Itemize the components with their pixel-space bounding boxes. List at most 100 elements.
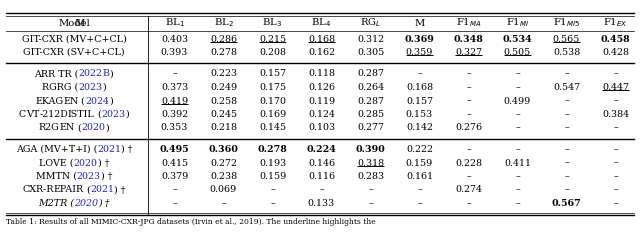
Text: F1$_{MA}$: F1$_{MA}$: [456, 17, 481, 30]
Text: ) †: ) †: [97, 159, 109, 168]
Text: 0.169: 0.169: [259, 110, 286, 119]
Text: 0.327: 0.327: [455, 48, 482, 57]
Text: –: –: [613, 172, 618, 181]
Text: 0.567: 0.567: [552, 199, 581, 208]
Text: 0.278: 0.278: [257, 145, 287, 154]
Text: ): ): [110, 69, 113, 79]
Text: –: –: [172, 69, 177, 79]
Text: –: –: [417, 199, 422, 208]
Text: 0.238: 0.238: [210, 172, 237, 181]
Text: CXR-R: CXR-R: [22, 185, 54, 194]
Text: 0.264: 0.264: [357, 83, 384, 92]
Text: 0.208: 0.208: [259, 48, 286, 57]
Text: GIT-CXR (SV+C+CL): GIT-CXR (SV+C+CL): [23, 48, 125, 57]
Text: –: –: [564, 172, 569, 181]
Text: –: –: [515, 199, 520, 208]
Text: 2023: 2023: [101, 110, 125, 119]
Text: 0.373: 0.373: [161, 83, 188, 92]
Text: 0.124: 0.124: [308, 110, 335, 119]
Text: –: –: [515, 172, 520, 181]
Text: –: –: [564, 124, 569, 133]
Text: –: –: [172, 199, 177, 208]
Text: 2023: 2023: [78, 83, 102, 92]
Text: 0.159: 0.159: [259, 172, 286, 181]
Text: BL$_{1}$: BL$_{1}$: [164, 17, 184, 30]
Text: ) †: ) †: [115, 185, 126, 194]
Text: –: –: [564, 110, 569, 119]
Text: ): ): [106, 124, 109, 133]
Text: 0.126: 0.126: [308, 83, 335, 92]
Text: BL$_{3}$: BL$_{3}$: [262, 17, 282, 30]
Text: –: –: [613, 199, 618, 208]
Text: ): ): [102, 83, 106, 92]
Text: –: –: [466, 110, 471, 119]
Text: 0.419: 0.419: [161, 96, 188, 105]
Text: 0.157: 0.157: [259, 69, 286, 79]
Text: 0.287: 0.287: [357, 69, 384, 79]
Text: –: –: [368, 199, 373, 208]
Text: ) †: ) †: [101, 172, 112, 181]
Text: 0.193: 0.193: [259, 159, 286, 168]
Text: F1$_{MI}$: F1$_{MI}$: [506, 17, 529, 30]
Text: –: –: [613, 185, 618, 194]
Text: –: –: [466, 172, 471, 181]
Text: 0.272: 0.272: [210, 159, 237, 168]
Text: 0.415: 0.415: [161, 159, 188, 168]
Text: 0.161: 0.161: [406, 172, 433, 181]
Text: –: –: [417, 69, 422, 79]
Text: 0.215: 0.215: [259, 35, 286, 44]
Text: 0.458: 0.458: [600, 35, 630, 44]
Text: M: M: [74, 19, 84, 28]
Text: 0.369: 0.369: [404, 35, 435, 44]
Text: –: –: [613, 69, 618, 79]
Text: LOVE (: LOVE (: [39, 159, 74, 168]
Text: 0.353: 0.353: [161, 124, 188, 133]
Text: 0.447: 0.447: [602, 83, 629, 92]
Text: 0.168: 0.168: [308, 35, 335, 44]
Text: Model: Model: [58, 19, 90, 28]
Text: (: (: [79, 96, 85, 105]
Text: 0.393: 0.393: [161, 48, 188, 57]
Text: 0.274: 0.274: [455, 185, 482, 194]
Text: RG$_{L}$: RG$_{L}$: [360, 17, 381, 30]
Text: 0.145: 0.145: [259, 124, 286, 133]
Text: 0.228: 0.228: [455, 159, 482, 168]
Text: 0.283: 0.283: [357, 172, 384, 181]
Text: 0.175: 0.175: [259, 83, 286, 92]
Text: –: –: [613, 96, 618, 105]
Text: ARR TR (: ARR TR (: [35, 69, 79, 79]
Text: 0.360: 0.360: [209, 145, 239, 154]
Text: –: –: [564, 96, 569, 105]
Text: C: C: [19, 110, 26, 119]
Text: 0.411: 0.411: [504, 159, 531, 168]
Text: 0.153: 0.153: [406, 110, 433, 119]
Text: 0.223: 0.223: [210, 69, 237, 79]
Text: 2023: 2023: [77, 172, 101, 181]
Text: EKAG: EKAG: [35, 96, 63, 105]
Text: 0.258: 0.258: [210, 96, 237, 105]
Text: –: –: [613, 159, 618, 168]
Text: –: –: [515, 69, 520, 79]
Text: VT: VT: [26, 110, 39, 119]
Text: 2022: 2022: [79, 69, 103, 79]
Text: 0.157: 0.157: [406, 96, 433, 105]
Text: 0.318: 0.318: [357, 159, 384, 168]
Text: 0.159: 0.159: [406, 159, 433, 168]
Text: 0.218: 0.218: [210, 124, 237, 133]
Text: –: –: [466, 199, 471, 208]
Text: 0.142: 0.142: [406, 124, 433, 133]
Text: –: –: [515, 110, 520, 119]
Text: AGA (MV+T+I) (: AGA (MV+T+I) (: [15, 145, 97, 154]
Text: 0.505: 0.505: [504, 48, 531, 57]
Text: 0.069: 0.069: [210, 185, 237, 194]
Text: 0.287: 0.287: [357, 96, 384, 105]
Text: 0.245: 0.245: [210, 110, 237, 119]
Text: EN: EN: [60, 124, 75, 133]
Text: M2TR (: M2TR (: [38, 199, 74, 208]
Text: MMTN (: MMTN (: [36, 172, 77, 181]
Text: 0.119: 0.119: [308, 96, 335, 105]
Text: –: –: [515, 185, 520, 194]
Text: –: –: [564, 185, 569, 194]
Text: 0.222: 0.222: [406, 145, 433, 154]
Text: GIT-CXR (MV+C+CL): GIT-CXR (MV+C+CL): [22, 35, 127, 44]
